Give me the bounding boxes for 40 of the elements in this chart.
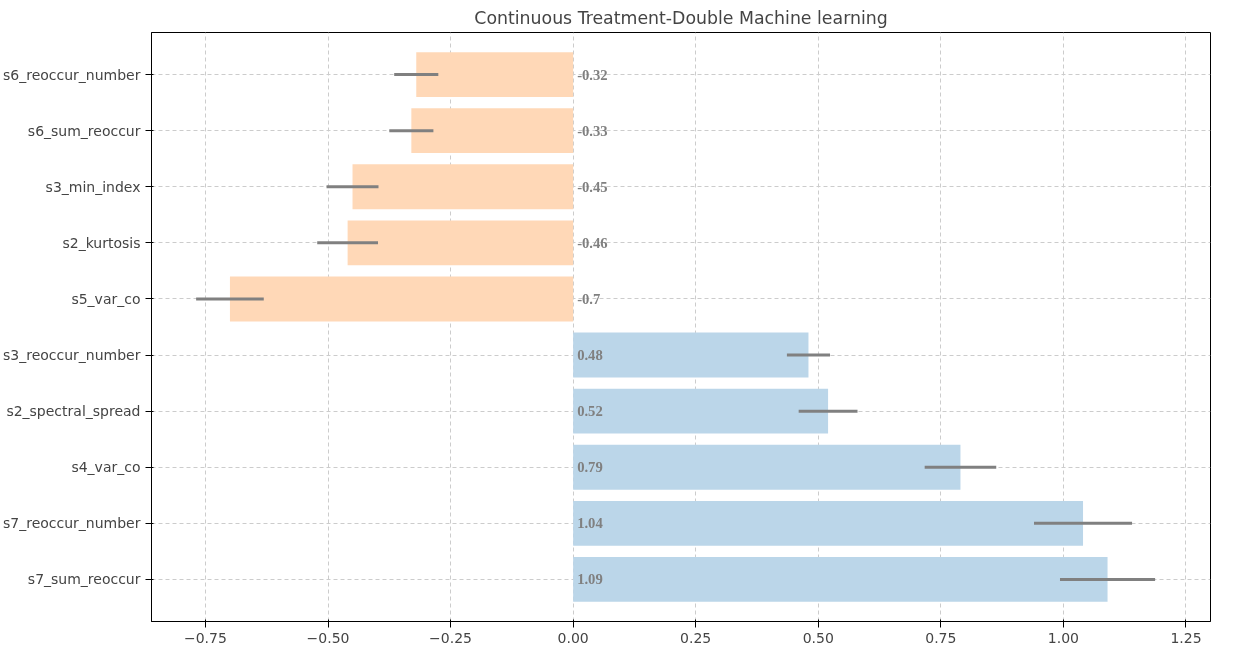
data-label: 0.48 (577, 347, 603, 364)
x-tick-label: 1.25 (1170, 629, 1202, 646)
y-tick-label: s6_reoccur_number (3, 66, 141, 83)
y-tick-label: s7_reoccur_number (3, 515, 141, 532)
y-tick-label: s3_reoccur_number (3, 347, 141, 364)
y-tick-label: s6_sum_reoccur (27, 122, 141, 139)
bar (573, 332, 809, 378)
data-label: -0.32 (577, 66, 608, 83)
chart-title: Continuous Treatment-Double Machine learning (474, 7, 888, 28)
data-label: 1.04 (577, 515, 604, 532)
x-tick-label: −0.50 (306, 629, 350, 646)
y-tick-label: s5_var_co (71, 290, 141, 307)
data-label: 0.52 (577, 403, 603, 420)
bar (352, 164, 574, 210)
data-label: 1.09 (577, 571, 603, 588)
bar (573, 388, 829, 434)
x-tick-label: 0.75 (925, 629, 957, 646)
bar (573, 444, 961, 490)
y-tick-label: s2_kurtosis (62, 234, 141, 251)
y-tick-label: s7_sum_reoccur (27, 571, 141, 588)
x-tick-label: −0.25 (429, 629, 473, 646)
y-tick-label: s2_spectral_spread (6, 403, 141, 420)
bar (347, 220, 574, 266)
bar (573, 556, 1108, 602)
x-tick-label: 0.25 (680, 629, 712, 646)
data-label: -0.45 (577, 178, 608, 195)
data-label: -0.33 (577, 122, 608, 139)
data-label: -0.7 (577, 290, 601, 307)
bar (229, 276, 574, 322)
x-tick-label: 0.00 (557, 629, 589, 646)
bar (416, 52, 574, 98)
bar (411, 108, 574, 154)
y-tick-label: s3_min_index (45, 178, 141, 195)
x-tick-label: 0.50 (802, 629, 834, 646)
data-label: -0.46 (577, 234, 608, 251)
y-tick-label: s4_var_co (71, 459, 141, 476)
data-label: 0.79 (577, 459, 603, 476)
x-tick-label: −0.75 (183, 629, 227, 646)
bar (573, 500, 1084, 546)
x-tick-label: 1.00 (1047, 629, 1079, 646)
